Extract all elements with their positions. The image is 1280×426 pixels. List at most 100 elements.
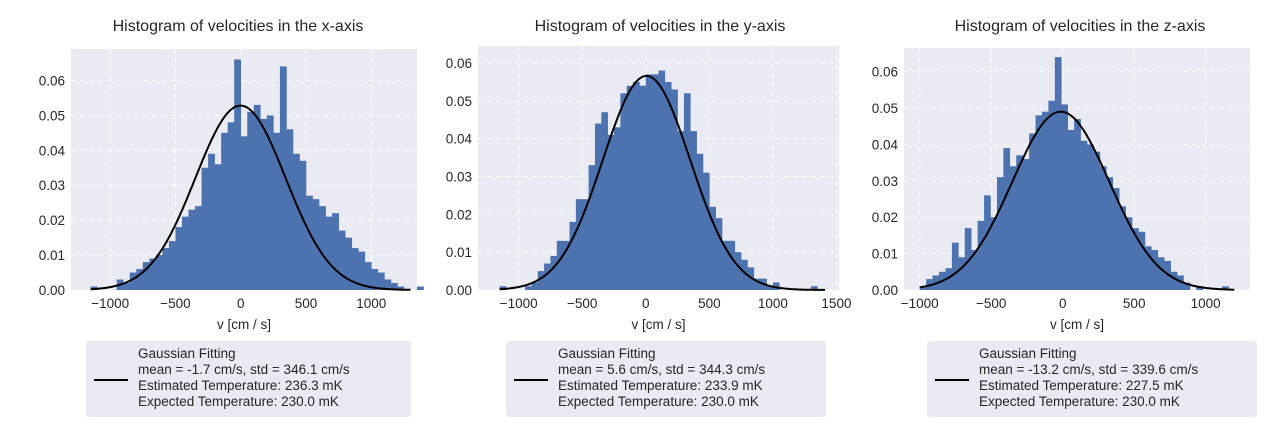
histogram-bar (1151, 249, 1159, 290)
histogram-bar (371, 269, 379, 290)
histogram-bar (772, 282, 780, 290)
legend-text-line: Expected Temperature: 230.0 mK (979, 394, 1180, 409)
histogram-bar (1138, 231, 1146, 290)
histogram-bar (734, 252, 742, 290)
x-axis-label: v [cm / s] (1050, 317, 1104, 332)
legend-text-line: Expected Temperature: 230.0 mK (138, 394, 339, 409)
histogram-bar (1106, 177, 1114, 290)
histogram-bar (996, 177, 1004, 290)
histogram-bar (626, 85, 634, 290)
histogram-bar (260, 118, 268, 290)
histogram-bar (652, 74, 659, 290)
x-tick-label: 1000 (356, 296, 386, 311)
histogram-bar (715, 218, 723, 290)
histogram-bar (582, 199, 589, 290)
x-tick-label: 500 (295, 296, 318, 311)
histogram-bar (390, 283, 398, 290)
x-axis-label: v [cm / s] (632, 317, 686, 332)
y-tick-label: 0.04 (446, 132, 473, 147)
histogram-bars (90, 59, 424, 291)
chart-panel-3: 0.00 0.01 0.02 0.03 0.04 0.05 0.06 −1000 −500 0 50… (872, 18, 1257, 417)
x-tick-label: 1500 (821, 296, 851, 311)
histogram-bar (201, 167, 209, 290)
histogram-bar (325, 216, 333, 290)
histogram-bar (690, 131, 697, 290)
histogram-bar (1177, 275, 1184, 290)
histogram-bar (594, 123, 602, 290)
histogram-bar (633, 81, 640, 290)
histogram-bar (123, 283, 131, 290)
histogram-bar (142, 262, 150, 290)
histogram-bar (332, 213, 339, 290)
y-tick-label: 0.04 (39, 143, 66, 158)
histogram-bar (208, 153, 215, 290)
histogram-bar (1093, 151, 1101, 290)
histogram-bar (766, 286, 774, 290)
y-tick-label: 0.03 (39, 178, 65, 193)
histogram-bar (338, 230, 346, 290)
histogram-bar (1029, 133, 1036, 290)
histogram-bar (709, 206, 717, 290)
x-tick-label: −1000 (91, 296, 129, 311)
legend-text-line: Expected Temperature: 230.0 mK (558, 394, 759, 409)
histogram-bar (537, 271, 545, 290)
histogram-bar (728, 240, 736, 290)
histogram-bar (664, 81, 672, 290)
chart-panel-1: 0.00 0.01 0.02 0.03 0.04 0.05 0.06 −1000 −500 0 50… (39, 18, 424, 417)
y-tick-label: 0.00 (872, 283, 898, 298)
x-tick-label: 500 (698, 296, 721, 311)
y-tick-label: 0.01 (39, 248, 65, 263)
histogram-bar (417, 286, 424, 290)
histogram-bar (702, 172, 710, 290)
histogram-bar (977, 220, 985, 290)
histogram-bar (195, 206, 202, 290)
y-tick-label: 0.06 (872, 65, 898, 80)
histogram-bar (677, 131, 685, 290)
histogram-bar (544, 263, 551, 290)
histogram-bar (722, 240, 729, 290)
histogram-bar (136, 269, 144, 290)
y-tick-label: 0.00 (446, 283, 472, 298)
histogram-bar (753, 278, 761, 290)
histogram-bar (221, 132, 228, 290)
histogram-bar (945, 268, 953, 290)
histogram-bar (1196, 286, 1204, 290)
histogram-bar (247, 111, 255, 290)
histogram-bar (620, 93, 628, 290)
histogram-bar (253, 104, 261, 290)
histogram-bar (958, 257, 966, 290)
histogram-bar (1061, 104, 1069, 291)
histogram-bar (951, 242, 959, 290)
histogram-bar (240, 136, 248, 290)
chart-panel-2: 0.00 0.01 0.02 0.03 0.04 0.05 0.06 −1000 −500 0 50… (446, 18, 851, 417)
legend-box (927, 341, 1257, 417)
histogram-bar (1222, 286, 1229, 290)
histogram-bar (531, 282, 539, 290)
histogram-bar (588, 165, 596, 290)
histogram-bar (1087, 144, 1094, 290)
histogram-bar (671, 89, 678, 290)
histogram-bar (1170, 271, 1178, 290)
y-tick-label: 0.01 (446, 245, 472, 260)
histogram-bar (683, 93, 691, 290)
histogram-bar (1125, 217, 1133, 290)
histogram-bar (319, 206, 326, 290)
y-tick-label: 0.02 (872, 210, 898, 225)
x-tick-label: −500 (160, 296, 190, 311)
histogram-bar (397, 286, 405, 290)
y-tick-label: 0.06 (446, 56, 472, 71)
histogram-bar (1048, 100, 1056, 291)
histogram-bar (525, 286, 532, 290)
legend-text-line: mean = -13.2 cm/s, std = 339.6 cm/s (979, 362, 1198, 377)
legend-text-line: Gaussian Fitting (979, 346, 1077, 361)
histogram-bar (696, 153, 704, 290)
histogram-bar (345, 237, 353, 290)
histogram-bar (1035, 115, 1043, 291)
y-tick-label: 0.03 (872, 174, 898, 189)
histogram-bar (306, 195, 313, 290)
legend-text-line: mean = -1.7 cm/s, std = 346.1 cm/s (138, 362, 350, 377)
histogram-bar (1157, 257, 1165, 290)
histogram-bar (575, 199, 583, 290)
